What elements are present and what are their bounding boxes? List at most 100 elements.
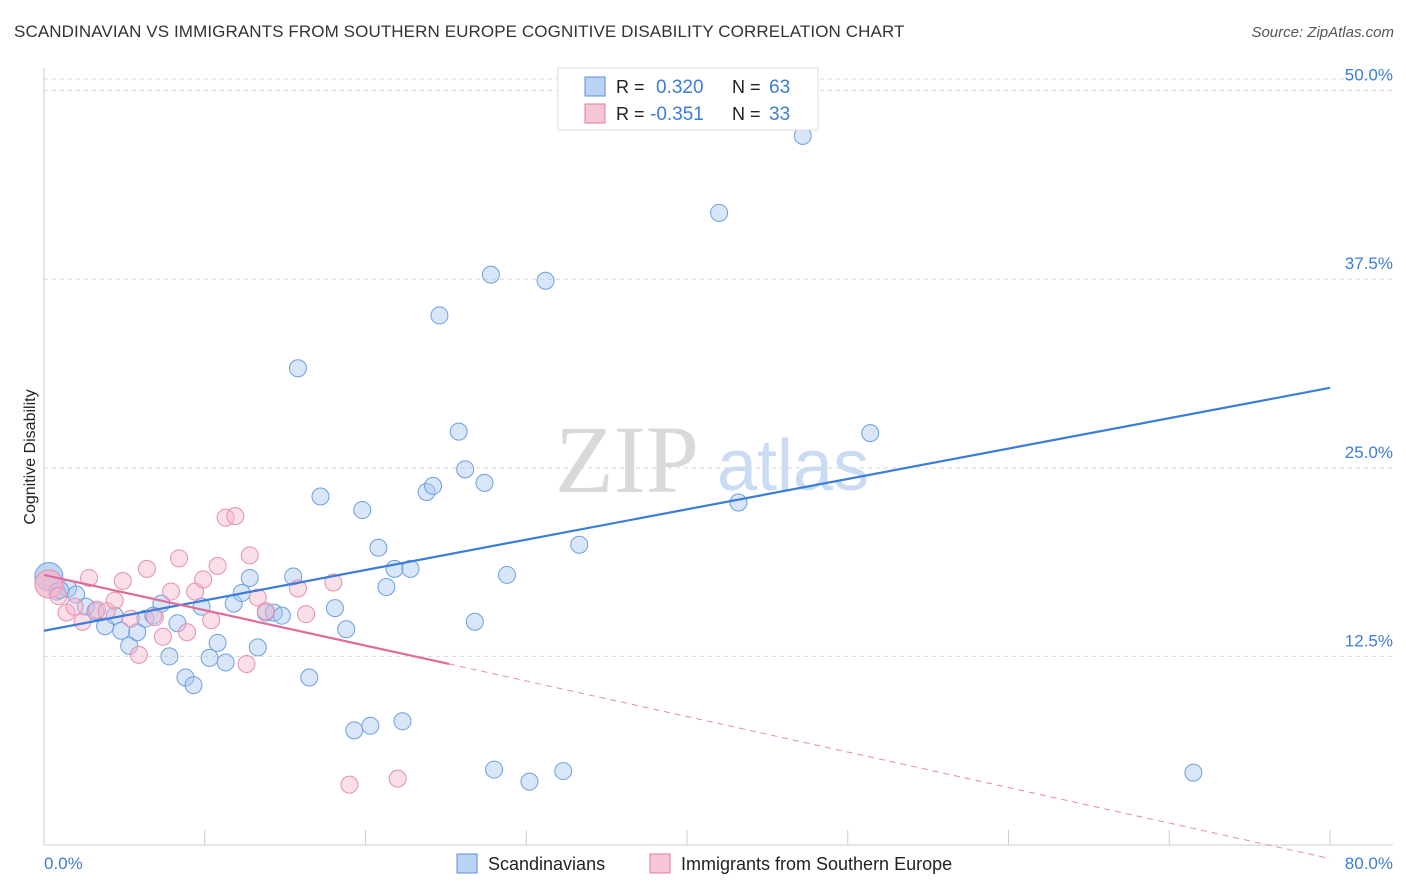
scandinavian-point-15 bbox=[168, 614, 187, 633]
y-tick-label-1: 25.0% bbox=[1345, 443, 1393, 462]
immigrant-point-5 bbox=[80, 568, 99, 587]
x-tick-label-right: 80.0% bbox=[1345, 854, 1393, 873]
immigrant-point-20 bbox=[202, 611, 221, 630]
scandinavian-point-20 bbox=[208, 633, 227, 652]
y-tick-label-0: 12.5% bbox=[1345, 631, 1393, 650]
immigrant-point-30 bbox=[324, 573, 343, 592]
immigrant-point-17 bbox=[178, 623, 197, 642]
scandinavian-point-55 bbox=[554, 762, 573, 781]
legend-r-value-1: 0.320 bbox=[656, 77, 704, 98]
scandinavian-point-53 bbox=[520, 772, 539, 791]
trend-line-immigrants bbox=[43, 573, 450, 666]
scandinavian-point-39 bbox=[377, 578, 396, 597]
y-axis-tick-labels: 12.5% 25.0% 37.5% 50.0% bbox=[1345, 66, 1393, 651]
immigrant-point-22 bbox=[216, 508, 235, 527]
legend-r-label-1: R = bbox=[616, 77, 645, 97]
scandinavian-point-9 bbox=[120, 636, 139, 655]
x-tick-label-left: 0.0% bbox=[44, 854, 83, 873]
bottom-legend-label-immigrants: Immigrants from Southern Europe bbox=[681, 854, 952, 874]
scandinavian-point-46 bbox=[449, 422, 468, 441]
immigrant-point-31 bbox=[340, 775, 359, 794]
scandinavian-point-8 bbox=[112, 621, 131, 640]
scandinavian-point-56 bbox=[570, 535, 589, 554]
scandinavian-point-57 bbox=[710, 203, 729, 222]
scandinavian-point-41 bbox=[393, 712, 412, 731]
immigrant-point-3 bbox=[65, 597, 84, 616]
scandinavian-point-54 bbox=[536, 271, 555, 290]
scandinavian-point-37 bbox=[361, 716, 380, 735]
immigrant-point-32 bbox=[388, 769, 407, 788]
legend-n-value-2: 33 bbox=[769, 104, 790, 125]
scandinavian-point-60 bbox=[861, 424, 880, 443]
immigrant-point-24 bbox=[237, 654, 256, 673]
scandinavian-point-47 bbox=[456, 460, 475, 479]
scandinavian-point-44 bbox=[424, 476, 443, 495]
immigrant-point-1 bbox=[49, 587, 68, 606]
immigrant-point-8 bbox=[105, 591, 124, 610]
scandinavian-point-49 bbox=[475, 473, 494, 492]
immigrant-point-27 bbox=[256, 602, 275, 621]
scandinavian-point-38 bbox=[369, 538, 388, 557]
scandinavian-point-52 bbox=[497, 565, 516, 584]
scatter-points bbox=[34, 126, 1203, 794]
scandinavian-point-48 bbox=[465, 612, 484, 631]
trend-line-immigrants-extension bbox=[448, 663, 1331, 860]
immigrant-point-12 bbox=[137, 559, 156, 578]
scandinavian-point-19 bbox=[200, 648, 219, 667]
legend-swatch-immigrants bbox=[584, 103, 606, 124]
immigrant-point-11 bbox=[129, 645, 148, 664]
scandinavian-point-28 bbox=[272, 606, 291, 625]
immigrant-point-14 bbox=[153, 627, 172, 646]
immigrant-point-25 bbox=[240, 546, 259, 565]
immigrant-point-16 bbox=[170, 549, 189, 568]
scandinavian-point-34 bbox=[337, 620, 356, 639]
immigrant-point-29 bbox=[297, 605, 316, 624]
watermark-zip: ZIP bbox=[555, 406, 699, 513]
immigrant-point-6 bbox=[88, 600, 107, 619]
scandinavian-point-24 bbox=[240, 568, 259, 587]
scandinavian-point-14 bbox=[160, 647, 179, 666]
scandinavian-point-31 bbox=[300, 668, 319, 687]
legend-r-value-2: -0.351 bbox=[650, 104, 704, 125]
y-tick-label-2: 37.5% bbox=[1345, 254, 1393, 273]
legend-r-label-2: R = bbox=[616, 104, 645, 124]
scandinavian-point-35 bbox=[345, 721, 364, 740]
bottom-legend-swatch-scandinavians bbox=[456, 853, 478, 874]
scandinavian-point-61 bbox=[1184, 763, 1203, 782]
immigrant-point-21 bbox=[208, 556, 227, 575]
chart-title: SCANDINAVIAN VS IMMIGRANTS FROM SOUTHERN… bbox=[14, 22, 905, 41]
legend-n-label-1: N = bbox=[732, 77, 761, 97]
legend-n-label-2: N = bbox=[732, 104, 761, 124]
x-axis-ticks bbox=[204, 830, 1331, 845]
scandinavian-point-33 bbox=[325, 599, 344, 618]
y-tick-label-3: 50.0% bbox=[1345, 66, 1393, 85]
scandinavian-point-32 bbox=[311, 487, 330, 506]
legend-box: R = 0.320 N = 63 R = -0.351 N = 33 bbox=[557, 67, 819, 131]
bottom-legend: Scandinavians Immigrants from Southern E… bbox=[456, 853, 952, 874]
scandinavian-point-29 bbox=[284, 567, 303, 586]
scandinavian-point-42 bbox=[401, 559, 420, 578]
trend-lines bbox=[43, 386, 1331, 860]
watermark-atlas: atlas bbox=[717, 426, 869, 506]
immigrant-point-13 bbox=[145, 608, 164, 627]
scandinavian-point-58 bbox=[729, 493, 748, 512]
immigrant-point-19 bbox=[194, 570, 213, 589]
scandinavian-point-17 bbox=[184, 676, 203, 695]
scandinavian-point-51 bbox=[485, 760, 504, 779]
scandinavian-point-50 bbox=[481, 265, 500, 284]
bottom-legend-swatch-immigrants bbox=[649, 853, 671, 874]
immigrant-point-15 bbox=[161, 582, 180, 601]
legend-swatch-scandinavians bbox=[584, 76, 606, 97]
bottom-legend-label-scandinavians: Scandinavians bbox=[488, 854, 605, 874]
immigrant-point-26 bbox=[248, 588, 267, 607]
source-label: Source: ZipAtlas.com bbox=[1251, 24, 1394, 41]
immigrant-point-9 bbox=[113, 571, 132, 590]
y-axis-label: Cognitive Disability bbox=[22, 389, 39, 524]
scandinavian-point-21 bbox=[216, 653, 235, 672]
trend-line-scandinavians bbox=[43, 386, 1331, 632]
scandinavian-point-45 bbox=[430, 306, 449, 325]
legend-n-value-1: 63 bbox=[769, 77, 790, 98]
immigrant-point-23 bbox=[226, 507, 245, 526]
scandinavian-point-30 bbox=[288, 359, 307, 378]
